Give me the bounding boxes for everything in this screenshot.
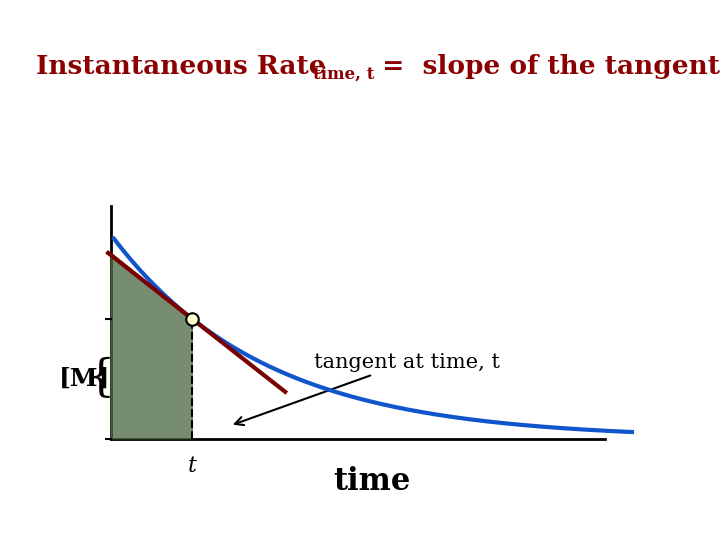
Text: Instantaneous Rate: Instantaneous Rate [36,54,325,79]
Text: tangent at time, t: tangent at time, t [235,353,500,425]
Text: {: { [86,357,114,401]
Text: [M]: [M] [58,367,110,391]
Polygon shape [111,253,192,439]
Text: t: t [188,455,197,477]
Text: =  slope of the tangent at time = t: = slope of the tangent at time = t [364,54,720,79]
Text: time, t: time, t [313,66,374,83]
Text: time: time [333,467,411,497]
